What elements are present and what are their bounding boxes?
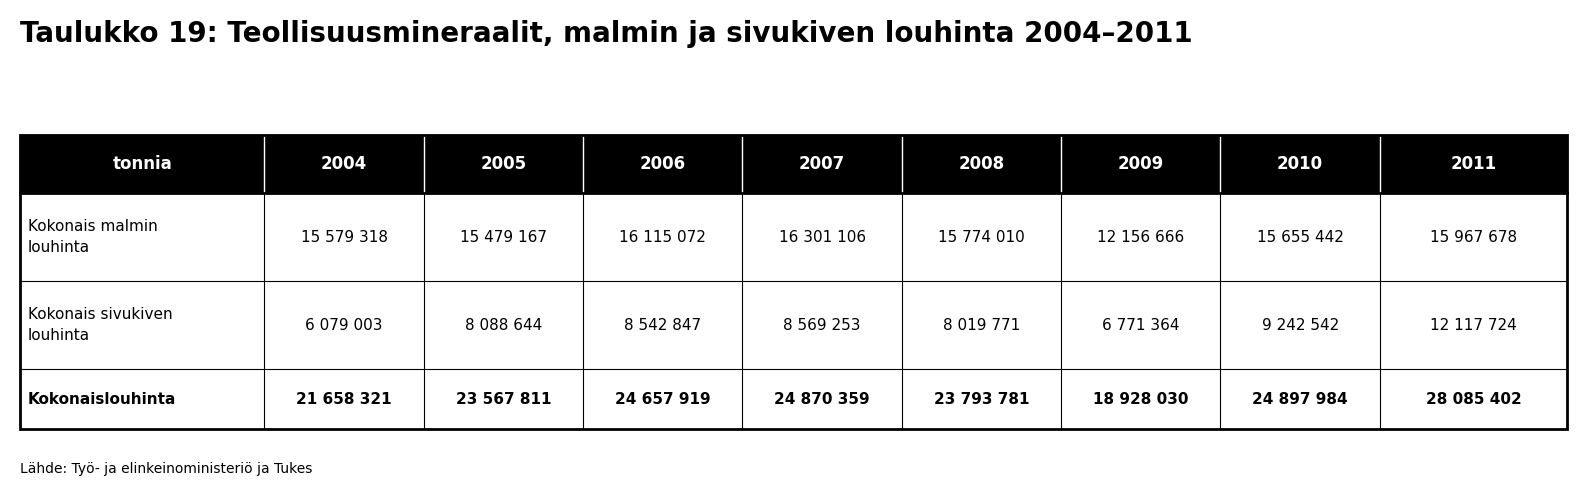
Text: 28 085 402: 28 085 402 bbox=[1425, 391, 1522, 406]
Text: 12 156 666: 12 156 666 bbox=[1097, 229, 1184, 244]
Text: 15 655 442: 15 655 442 bbox=[1257, 229, 1344, 244]
Text: 9 242 542: 9 242 542 bbox=[1262, 317, 1339, 332]
Bar bbox=[21, 281, 1566, 369]
Text: 15 967 678: 15 967 678 bbox=[1430, 229, 1517, 244]
Text: Kokonais sivukiven
louhinta: Kokonais sivukiven louhinta bbox=[29, 307, 173, 343]
Text: 21 658 321: 21 658 321 bbox=[297, 391, 392, 406]
Text: Kokonaislouhinta: Kokonaislouhinta bbox=[29, 391, 176, 406]
Text: 15 774 010: 15 774 010 bbox=[938, 229, 1025, 244]
Text: 2009: 2009 bbox=[1117, 155, 1163, 173]
Bar bbox=[21, 135, 1566, 193]
Text: 18 928 030: 18 928 030 bbox=[1093, 391, 1189, 406]
Text: 2010: 2010 bbox=[1278, 155, 1324, 173]
Text: 8 019 771: 8 019 771 bbox=[943, 317, 1020, 332]
Text: 6 079 003: 6 079 003 bbox=[305, 317, 382, 332]
Text: 8 569 253: 8 569 253 bbox=[784, 317, 860, 332]
Text: 2007: 2007 bbox=[798, 155, 846, 173]
Text: 15 479 167: 15 479 167 bbox=[460, 229, 548, 244]
Text: 24 870 359: 24 870 359 bbox=[774, 391, 870, 406]
Text: 12 117 724: 12 117 724 bbox=[1430, 317, 1517, 332]
Text: Taulukko 19: Teollisuusmineraalit, malmin ja sivukiven louhinta 2004–2011: Taulukko 19: Teollisuusmineraalit, malmi… bbox=[21, 20, 1192, 48]
Text: 8 542 847: 8 542 847 bbox=[624, 317, 701, 332]
Text: 23 567 811: 23 567 811 bbox=[455, 391, 551, 406]
Text: 2005: 2005 bbox=[481, 155, 527, 173]
Bar bbox=[21, 193, 1566, 281]
Bar bbox=[21, 369, 1566, 429]
Text: 23 793 781: 23 793 781 bbox=[933, 391, 1030, 406]
Text: 8 088 644: 8 088 644 bbox=[465, 317, 543, 332]
Text: 2004: 2004 bbox=[321, 155, 367, 173]
Text: 24 657 919: 24 657 919 bbox=[616, 391, 711, 406]
Text: Lähde: Työ- ja elinkeinoministeriö ja Tukes: Lähde: Työ- ja elinkeinoministeriö ja Tu… bbox=[21, 462, 313, 476]
Text: 2011: 2011 bbox=[1451, 155, 1497, 173]
Text: 24 897 984: 24 897 984 bbox=[1252, 391, 1347, 406]
Text: 15 579 318: 15 579 318 bbox=[300, 229, 387, 244]
Bar bbox=[21, 135, 1566, 429]
Text: 6 771 364: 6 771 364 bbox=[1101, 317, 1179, 332]
Text: 2006: 2006 bbox=[640, 155, 686, 173]
Text: 2008: 2008 bbox=[959, 155, 1005, 173]
Text: Kokonais malmin
louhinta: Kokonais malmin louhinta bbox=[29, 219, 157, 255]
Text: tonnia: tonnia bbox=[113, 155, 171, 173]
Text: 16 115 072: 16 115 072 bbox=[619, 229, 706, 244]
Text: 16 301 106: 16 301 106 bbox=[779, 229, 865, 244]
